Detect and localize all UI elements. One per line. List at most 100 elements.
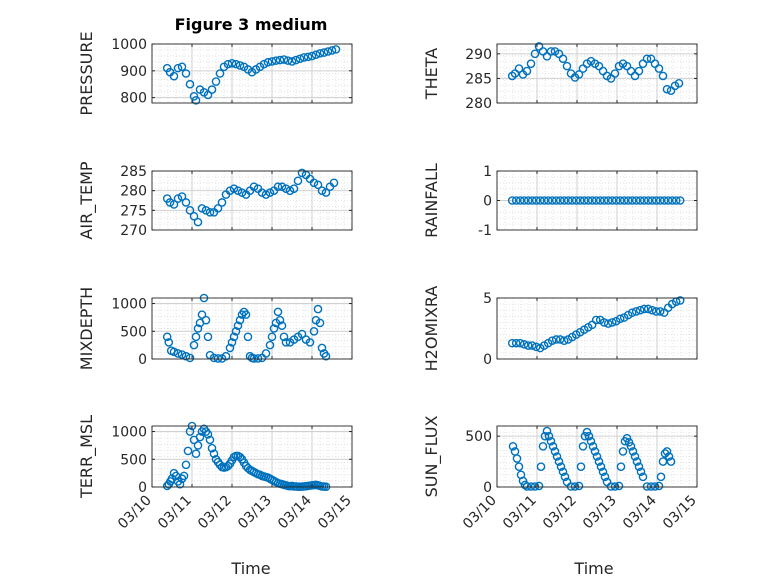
- data-point: [267, 57, 277, 66]
- data-point: [181, 69, 191, 78]
- data-point: [261, 349, 271, 358]
- data-point: [225, 343, 235, 353]
- data-point: [217, 198, 227, 207]
- data-point: [567, 196, 577, 205]
- data-point: [271, 56, 281, 65]
- axes-box: [151, 43, 353, 104]
- data-point: [263, 57, 273, 67]
- data-point: [638, 472, 648, 482]
- y-tick-label: 900: [120, 64, 147, 80]
- data-point: [610, 69, 620, 78]
- data-point: [275, 55, 285, 65]
- data-point: [514, 64, 524, 73]
- data-point: [595, 196, 605, 205]
- data-point: [193, 441, 203, 450]
- chart-panel-mixdepth: 0 500 1000 MIXDEPTH: [77, 287, 353, 370]
- data-point: [175, 479, 185, 489]
- data-point: [543, 196, 553, 205]
- data-point: [570, 482, 580, 491]
- data-point: [327, 46, 337, 55]
- y-tick-label: 285: [120, 164, 147, 180]
- data-point: [647, 196, 657, 205]
- x-tick-label: 03/15: [315, 493, 355, 533]
- data-point: [518, 476, 528, 486]
- data-point: [662, 84, 672, 94]
- data-point: [169, 347, 179, 357]
- data-point: [189, 340, 199, 350]
- data-point: [628, 447, 638, 456]
- data-point: [650, 482, 660, 491]
- data-point: [554, 457, 564, 466]
- data-point: [193, 324, 203, 333]
- data-point: [213, 354, 223, 363]
- data-point: [279, 55, 289, 64]
- data-point: [622, 433, 632, 443]
- data-point: [555, 335, 565, 344]
- x-tick-label: 03/12: [195, 493, 235, 533]
- y-axis-label: AIR_TEMP: [77, 161, 97, 239]
- data-point: [165, 198, 175, 207]
- y-tick-label: 1000: [111, 425, 147, 441]
- data-point: [511, 196, 521, 205]
- data-point: [614, 481, 624, 491]
- data-point: [671, 196, 681, 205]
- data-point: [603, 196, 613, 205]
- data-point: [253, 354, 263, 363]
- data-point: [578, 442, 588, 451]
- data-point: [179, 471, 189, 481]
- data-point: [281, 338, 291, 347]
- data-point: [520, 480, 530, 490]
- data-point: [566, 482, 576, 491]
- axes-box: [496, 297, 698, 360]
- data-point: [576, 462, 586, 471]
- data-point: [580, 431, 590, 441]
- figure-title: Figure 3 medium: [175, 15, 328, 34]
- data-point: [277, 182, 287, 192]
- data-point: [229, 184, 239, 193]
- chart-panel-rainfall: -1 0 1 RAINFALL: [422, 163, 698, 239]
- data-point: [674, 79, 684, 88]
- data-point: [535, 196, 545, 205]
- data-point: [542, 426, 552, 436]
- data-point: [273, 182, 283, 192]
- data-point: [527, 196, 537, 205]
- data-point: [233, 186, 243, 195]
- data-point: [631, 307, 641, 316]
- y-tick-label: 500: [120, 324, 147, 340]
- data-point: [309, 326, 319, 336]
- data-point: [185, 79, 195, 89]
- data-point: [169, 200, 179, 209]
- data-point: [522, 66, 532, 76]
- data-point: [299, 53, 309, 62]
- data-point: [164, 338, 174, 347]
- data-point: [647, 305, 657, 315]
- y-tick-label: 275: [120, 203, 147, 219]
- y-tick-label: 0: [483, 480, 492, 496]
- data-point: [279, 332, 289, 342]
- chart-panel-h2omixra: 0 5 H2OMIXRA: [422, 286, 698, 371]
- data-point: [607, 318, 617, 327]
- data-point: [293, 176, 303, 186]
- data-point: [563, 196, 573, 205]
- data-point: [607, 196, 617, 205]
- data-point: [635, 196, 645, 205]
- data-point: [203, 90, 213, 100]
- data-point: [223, 59, 233, 69]
- data-point: [571, 196, 581, 205]
- data-point: [512, 454, 522, 463]
- data-point: [646, 482, 656, 491]
- data-point: [209, 353, 219, 363]
- data-point: [634, 66, 644, 76]
- y-tick-label: 0: [483, 352, 492, 368]
- data-point: [289, 184, 299, 193]
- data-point: [616, 462, 626, 471]
- data-point: [623, 196, 633, 205]
- data-point: [618, 447, 628, 456]
- data-point: [223, 461, 233, 471]
- data-point: [603, 319, 613, 328]
- data-point: [667, 196, 677, 205]
- data-point: [237, 188, 247, 197]
